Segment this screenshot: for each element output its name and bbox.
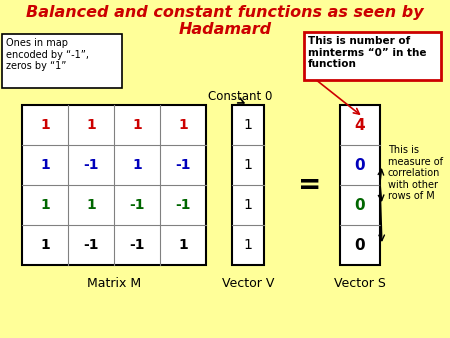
- Text: 1: 1: [243, 158, 252, 172]
- Text: 1: 1: [178, 118, 188, 132]
- Bar: [22, 105, 206, 265]
- Text: -1: -1: [83, 158, 99, 172]
- Text: Hadamard: Hadamard: [179, 22, 271, 37]
- Text: 1: 1: [40, 238, 50, 252]
- Text: -1: -1: [129, 238, 145, 252]
- Text: 1: 1: [40, 118, 50, 132]
- Text: 0: 0: [355, 158, 365, 172]
- Text: 0: 0: [355, 238, 365, 252]
- Text: 1: 1: [132, 158, 142, 172]
- Text: Vector V: Vector V: [222, 277, 274, 290]
- Text: 1: 1: [132, 118, 142, 132]
- Bar: [232, 105, 264, 265]
- Text: 1: 1: [40, 158, 50, 172]
- Text: 1: 1: [40, 198, 50, 212]
- Text: 4: 4: [355, 118, 365, 132]
- Text: 1: 1: [178, 238, 188, 252]
- Text: -1: -1: [83, 238, 99, 252]
- Text: 1: 1: [243, 198, 252, 212]
- Text: Balanced and constant functions as seen by: Balanced and constant functions as seen …: [26, 5, 424, 20]
- Text: 0: 0: [355, 197, 365, 213]
- Text: -1: -1: [175, 158, 191, 172]
- Bar: [340, 105, 380, 265]
- Text: =: =: [298, 171, 322, 199]
- FancyBboxPatch shape: [304, 32, 441, 80]
- Text: 1: 1: [243, 118, 252, 132]
- Text: 1: 1: [243, 238, 252, 252]
- Text: Vector S: Vector S: [334, 277, 386, 290]
- Text: 1: 1: [86, 198, 96, 212]
- Text: -1: -1: [129, 198, 145, 212]
- Text: Ones in map
encoded by “-1”,
zeros by “1”: Ones in map encoded by “-1”, zeros by “1…: [6, 38, 89, 71]
- Text: This is
measure of
correlation
with other
rows of M: This is measure of correlation with othe…: [388, 145, 443, 201]
- Text: -1: -1: [175, 198, 191, 212]
- Text: 1: 1: [86, 118, 96, 132]
- Text: Constant 0: Constant 0: [208, 90, 272, 103]
- Text: This is number of
minterms “0” in the
function: This is number of minterms “0” in the fu…: [308, 36, 427, 69]
- FancyBboxPatch shape: [2, 34, 122, 88]
- Text: Matrix M: Matrix M: [87, 277, 141, 290]
